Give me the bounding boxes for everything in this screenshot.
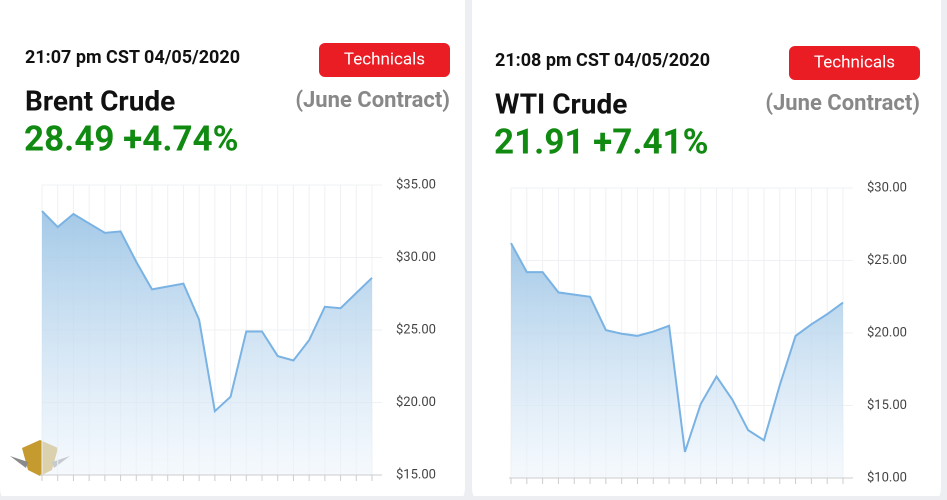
price-line — [510, 242, 844, 453]
technicals-label[interactable]: Technicals — [344, 49, 425, 69]
technicals-button[interactable] — [319, 43, 450, 77]
commodity-name: Brent Crude — [25, 84, 175, 117]
y-tick-label: $15.00 — [396, 467, 436, 482]
technicals-button[interactable] — [789, 46, 920, 80]
area-fill — [511, 243, 843, 478]
y-tick-label: $20.00 — [396, 395, 436, 410]
timestamp: 21:08 pm CST 04/05/2020 — [495, 50, 710, 71]
y-tick-label: $25.00 — [396, 322, 436, 337]
price-change: 28.49 +4.74% — [24, 118, 239, 159]
contract: (June Contract) — [765, 91, 920, 116]
y-tick-label: $35.00 — [396, 177, 436, 192]
y-tick-label: $25.00 — [867, 253, 907, 268]
commodity-name: WTI Crude — [495, 87, 627, 120]
price-line — [41, 210, 373, 414]
y-tick-label: $10.00 — [867, 470, 907, 485]
area-fill — [42, 211, 372, 475]
price-change: 21.91 +7.41% — [494, 121, 709, 162]
technicals-label[interactable]: Technicals — [814, 52, 895, 72]
y-tick-label: $20.00 — [867, 325, 907, 340]
timestamp: 21:07 pm CST 04/05/2020 — [25, 47, 240, 68]
y-tick-label: $15.00 — [867, 398, 907, 413]
contract: (June Contract) — [295, 88, 450, 113]
y-tick-label: $30.00 — [396, 250, 436, 265]
y-tick-label: $30.00 — [867, 180, 907, 195]
